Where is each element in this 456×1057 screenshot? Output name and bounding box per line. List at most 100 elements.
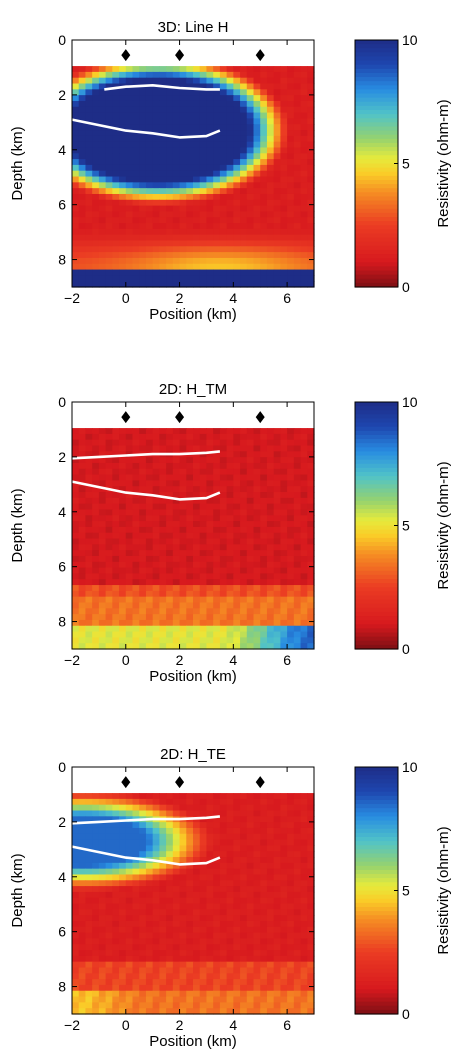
- heatmap-cell: [266, 950, 275, 957]
- heatmap-cell: [199, 955, 208, 963]
- heatmap-cell: [112, 845, 120, 852]
- heatmap-cell: [240, 944, 248, 951]
- heatmap-cell: [226, 246, 234, 253]
- colorbar-swatch: [355, 599, 398, 605]
- heatmap-cell: [213, 550, 221, 557]
- heatmap-cell: [85, 147, 93, 154]
- heatmap-cell: [152, 955, 160, 963]
- heatmap-cell: [159, 240, 167, 247]
- heatmap-cell: [307, 573, 315, 580]
- heatmap-cell: [112, 798, 120, 806]
- heatmap-cell: [219, 457, 228, 464]
- heatmap-cell: [98, 433, 107, 441]
- heatmap-cell: [112, 816, 120, 823]
- heatmap-cell: [240, 199, 248, 207]
- colorbar-swatch: [355, 138, 398, 144]
- heatmap-cell: [226, 100, 234, 108]
- heatmap-cell: [273, 451, 281, 458]
- heatmap-cell: [293, 474, 302, 481]
- heatmap-cell: [280, 625, 288, 633]
- colorbar-swatch: [355, 902, 398, 908]
- y-tick-label: 6: [58, 197, 66, 213]
- colorbar-swatch: [355, 779, 398, 785]
- heatmap-cell: [300, 967, 308, 974]
- heatmap-cell: [226, 961, 234, 969]
- heatmap-cell: [186, 474, 194, 481]
- heatmap-cell: [92, 153, 100, 160]
- heatmap-cell: [213, 106, 221, 114]
- heatmap-cell: [280, 602, 288, 609]
- heatmap-cell: [233, 845, 241, 852]
- heatmap-cell: [266, 868, 275, 876]
- heatmap-cell: [85, 614, 93, 621]
- heatmap-cell: [166, 897, 174, 905]
- heatmap-cell: [240, 909, 248, 916]
- heatmap-cell: [186, 71, 194, 79]
- heatmap-cell: [85, 95, 93, 102]
- heatmap-cell: [240, 462, 248, 470]
- heatmap-cell: [85, 561, 93, 569]
- heatmap-cell: [119, 509, 127, 516]
- colorbar-swatch: [355, 890, 398, 896]
- heatmap-cell: [78, 915, 87, 922]
- colorbar-swatch: [355, 81, 398, 86]
- heatmap-cell: [219, 938, 228, 945]
- heatmap-cell: [226, 457, 234, 464]
- heatmap-cell: [139, 886, 147, 893]
- heatmap-cell: [260, 804, 268, 812]
- heatmap-cell: [293, 486, 302, 493]
- heatmap-cell: [119, 182, 127, 189]
- heatmap-cell: [179, 804, 187, 812]
- heatmap-cell: [179, 979, 187, 986]
- heatmap-cell: [98, 602, 107, 609]
- heatmap-cell: [132, 555, 140, 563]
- heatmap-cell: [213, 619, 221, 627]
- heatmap-cell: [152, 252, 160, 259]
- heatmap-cell: [233, 164, 241, 172]
- heatmap-cell: [266, 561, 275, 569]
- heatmap-cell: [98, 257, 107, 265]
- heatmap-cell: [246, 996, 255, 1003]
- station-marker: [255, 776, 265, 789]
- heatmap-cell: [307, 106, 315, 114]
- heatmap-cell: [92, 544, 100, 551]
- heatmap-cell: [92, 608, 100, 615]
- heatmap-cell: [186, 619, 194, 627]
- heatmap-cell: [98, 955, 107, 963]
- heatmap-cell: [139, 804, 147, 812]
- heatmap-cell: [307, 457, 315, 464]
- heatmap-cell: [132, 234, 140, 242]
- heatmap-cell: [193, 269, 201, 276]
- heatmap-cell: [105, 199, 113, 207]
- heatmap-cell: [226, 433, 234, 441]
- heatmap-cell: [193, 804, 201, 812]
- heatmap-cell: [125, 263, 134, 271]
- heatmap-cell: [186, 486, 194, 493]
- heatmap-cell: [246, 474, 255, 481]
- heatmap-cell: [105, 798, 113, 806]
- heatmap-cell: [280, 862, 288, 870]
- heatmap-cell: [219, 486, 228, 493]
- heatmap-cell: [266, 631, 275, 638]
- heatmap-cell: [300, 608, 308, 615]
- heatmap-cell: [246, 619, 255, 627]
- heatmap-cell: [233, 246, 241, 253]
- heatmap-cell: [226, 71, 234, 79]
- heatmap-cell: [166, 938, 174, 945]
- heatmap-cell: [206, 619, 214, 627]
- colorbar-tick-label: 5: [402, 518, 410, 534]
- heatmap-cell: [172, 579, 181, 586]
- heatmap-cell: [78, 106, 87, 114]
- heatmap-cell: [219, 95, 228, 102]
- heatmap-cell: [166, 550, 174, 557]
- heatmap-cell: [119, 468, 127, 476]
- heatmap-cell: [246, 263, 255, 271]
- heatmap-cell: [98, 573, 107, 580]
- heatmap-cell: [72, 1002, 80, 1009]
- heatmap-cell: [193, 66, 201, 73]
- heatmap-cell: [172, 503, 181, 511]
- heatmap-cell: [159, 804, 167, 812]
- heatmap-cell: [266, 625, 275, 633]
- heatmap-cell: [119, 573, 127, 580]
- chart-title: 3D: Line H: [158, 19, 229, 36]
